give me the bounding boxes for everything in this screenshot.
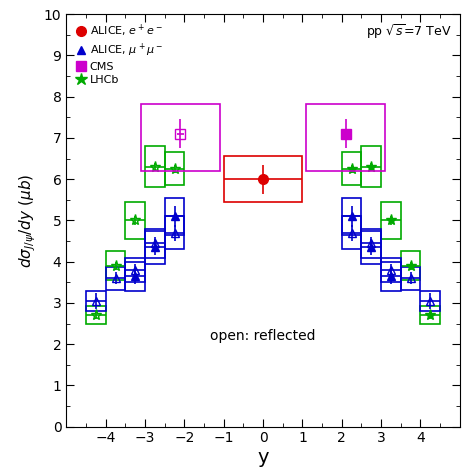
Bar (86, 306, 106, 324)
Bar (165, 152, 184, 185)
Bar (141, 104, 220, 171)
Bar (145, 231, 164, 264)
Text: pp $\sqrt{s}$=7 TeV: pp $\sqrt{s}$=7 TeV (366, 22, 452, 41)
Legend: ALICE, $e^+e^-$, ALICE, $\mu^+\mu^-$, CMS, LHCb: ALICE, $e^+e^-$, ALICE, $\mu^+\mu^-$, CM… (72, 20, 166, 88)
Bar (401, 266, 420, 290)
Bar (125, 202, 145, 239)
Bar (125, 257, 145, 283)
Bar (401, 251, 420, 280)
Bar (381, 257, 401, 283)
X-axis label: y: y (257, 448, 269, 467)
Bar (361, 228, 381, 257)
Bar (381, 262, 401, 291)
Bar (145, 146, 164, 187)
Bar (342, 216, 361, 249)
Bar (361, 146, 381, 187)
Bar (86, 291, 106, 311)
Bar (165, 198, 184, 235)
Bar (420, 306, 440, 324)
Bar (361, 231, 381, 264)
Bar (342, 198, 361, 235)
Bar (306, 104, 385, 171)
Bar (165, 216, 184, 249)
Bar (224, 156, 302, 202)
Bar (342, 152, 361, 185)
Bar (106, 251, 125, 280)
Bar (381, 202, 401, 239)
Bar (145, 228, 164, 257)
Bar (106, 266, 125, 290)
Y-axis label: $d\sigma_{J/\psi}/dy\ (\mu b)$: $d\sigma_{J/\psi}/dy\ (\mu b)$ (18, 173, 38, 267)
Text: open: reflected: open: reflected (210, 329, 316, 343)
Bar (125, 262, 145, 291)
Bar (420, 291, 440, 311)
